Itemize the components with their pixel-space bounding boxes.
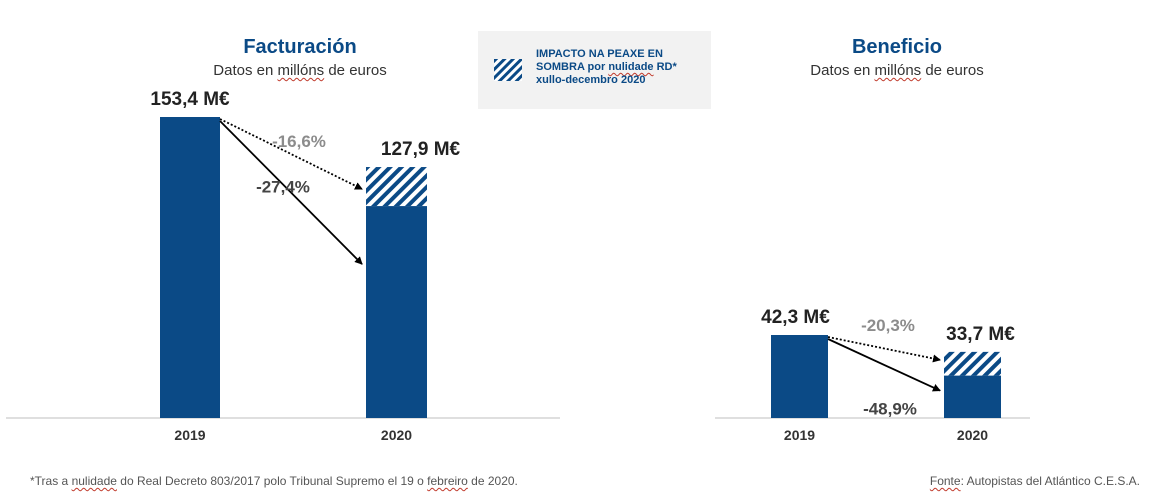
chart1-bar-2019 <box>160 117 220 418</box>
chart1-arrow-solid <box>219 120 363 265</box>
chart1-xtick-2019: 2019 <box>174 427 205 443</box>
chart2-change-dotted-label: -20,3% <box>861 316 915 335</box>
chart2-subtitle-b: millóns <box>874 62 922 79</box>
chart1-subtitle-b: millóns <box>277 62 325 79</box>
chart1-xtick-2020: 2020 <box>381 427 412 443</box>
footnote-p1: *Tras a <box>30 474 72 488</box>
footnote-p5: de 2020. <box>467 474 518 488</box>
chart2-arrow-dotted <box>827 336 941 363</box>
chart2-subtitle: Datos en millóns de euros <box>767 62 1027 79</box>
legend-line3: xullo-decembro 2020 <box>536 74 646 86</box>
chart1-change-dotted-label: -16,6% <box>272 132 326 151</box>
chart2-value-label-2019: 42,3 M€ <box>761 307 830 328</box>
chart1-bar-hatched-2020 <box>366 167 427 207</box>
source-p1: Fonte <box>929 474 961 488</box>
chart1-subtitle: Datos en millóns de euros <box>170 62 430 79</box>
chart1-subtitle-c: de euros <box>324 62 387 79</box>
legend-box: IMPACTO NA PEAXE EN SOMBRA por nulidade … <box>478 31 711 109</box>
chart2-change-solid-label: -48,9% <box>863 400 917 419</box>
chart1-change-solid-label: -27,4% <box>256 178 310 197</box>
footnote-p4: febreiro <box>427 474 468 488</box>
footnote: *Tras a nulidade do Real Decreto 803/201… <box>30 474 518 488</box>
chart1-bar-2020 <box>366 206 427 418</box>
source-p2: : Autopistas del Atlántico C.E.S.A. <box>960 474 1140 488</box>
legend-line2: SOMBRA por nulidade RD* <box>536 61 706 74</box>
chart2-bar-2019 <box>771 334 828 418</box>
chart2-bar-2020 <box>944 375 1001 418</box>
legend-text: IMPACTO NA PEAXE EN SOMBRA por nulidade … <box>536 48 706 87</box>
chart2-title: Beneficio <box>851 36 943 58</box>
chart1-value-label-2019: 153,4 M€ <box>150 89 230 110</box>
chart2-xtick-2020: 2020 <box>957 427 988 443</box>
chart2-subtitle-c: de euros <box>921 62 984 79</box>
legend-line1: IMPACTO NA PEAXE EN <box>536 48 663 60</box>
legend-line2a: SOMBRA por <box>536 61 609 73</box>
chart2-bar-hatched-2020 <box>944 351 1001 376</box>
chart2-xtick-2019: 2019 <box>784 427 815 443</box>
chart2-subtitle-a: Datos en <box>810 62 875 79</box>
footnote-p2: nulidade <box>71 474 117 488</box>
legend-line2b: nulidade <box>608 61 654 73</box>
source-note: Fonte: Autopistas del Atlántico C.E.S.A. <box>930 474 1140 488</box>
chart2-arrow-solid <box>827 338 941 392</box>
chart1-value-label-2020: 127,9 M€ <box>381 139 461 160</box>
chart2-value-label-2020: 33,7 M€ <box>946 324 1015 345</box>
chart1-title: Facturación <box>243 36 357 58</box>
hatch-swatch-icon <box>494 59 522 81</box>
chart1-subtitle-a: Datos en <box>213 62 278 79</box>
legend-line2c: RD* <box>653 61 677 73</box>
footnote-p3: do Real Decreto 803/2017 polo Tribunal S… <box>116 474 428 488</box>
